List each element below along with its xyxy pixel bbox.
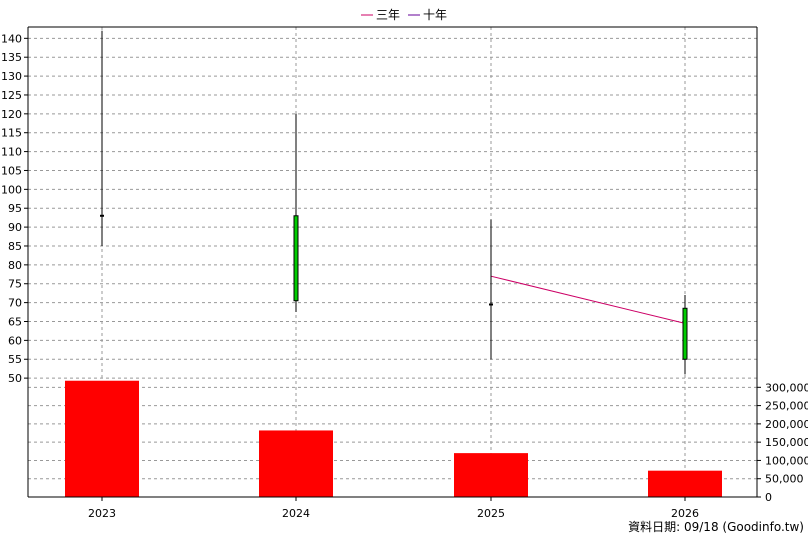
volume-tick-label: 250,000 [765, 400, 808, 413]
price-tick-label: 55 [8, 353, 22, 366]
price-tick-label: 50 [8, 372, 22, 385]
year-axis-ticks: 2023 2024 2025 2026 [88, 497, 699, 520]
year-tick-label: 2025 [477, 507, 505, 520]
price-axis-ticks: 50 55 60 65 70 75 80 85 90 95 100 105 110 115 120 125 13… [1, 32, 28, 385]
volume-tick-label: 150,000 [765, 436, 808, 449]
price-tick-label: 85 [8, 240, 22, 253]
candle-body [293, 215, 299, 302]
price-tick-label: 140 [1, 32, 22, 45]
price-tick-label: 90 [8, 221, 22, 234]
volume-bar [648, 470, 722, 497]
price-tick-label: 135 [1, 51, 22, 64]
volume-bars [65, 380, 722, 497]
legend: 三年 十年 [361, 8, 447, 22]
volume-tick-label: 300,000 [765, 381, 808, 394]
price-tick-label: 100 [1, 183, 22, 196]
volume-bar [454, 453, 528, 497]
candle-body [682, 307, 688, 360]
axes [27, 26, 758, 498]
price-tick-label: 70 [8, 297, 22, 310]
volume-bar [259, 430, 333, 497]
volume-tick-label: 200,000 [765, 418, 808, 431]
data-date-footer: 資料日期: 09/18 (Goodinfo.tw) [628, 520, 804, 534]
year-tick-label: 2026 [671, 507, 699, 520]
price-tick-label: 120 [1, 108, 22, 121]
price-tick-label: 110 [1, 146, 22, 159]
volume-axis-ticks: 0 50,000 100,000 150,000 200,000 250,000 300,0… [757, 381, 808, 504]
price-tick-label: 60 [8, 334, 22, 347]
volume-bar [65, 380, 139, 497]
price-tick-label: 115 [1, 127, 22, 140]
legend-label: 三年 [376, 8, 400, 22]
price-tick-label: 125 [1, 89, 22, 102]
year-tick-label: 2024 [282, 507, 310, 520]
volume-tick-label: 0 [765, 491, 772, 504]
moving-average-lines [490, 275, 686, 324]
volume-tick-label: 50,000 [765, 473, 804, 486]
price-tick-label: 95 [8, 202, 22, 215]
candlesticks [100, 30, 688, 375]
ma-3y-line [490, 275, 686, 324]
price-tick-label: 75 [8, 278, 22, 291]
year-tick-label: 2023 [88, 507, 116, 520]
legend-label: 十年 [423, 8, 447, 22]
price-tick-label: 80 [8, 259, 22, 272]
price-tick-label: 105 [1, 164, 22, 177]
volume-tick-label: 100,000 [765, 454, 808, 467]
price-tick-label: 130 [1, 70, 22, 83]
price-tick-label: 65 [8, 315, 22, 328]
